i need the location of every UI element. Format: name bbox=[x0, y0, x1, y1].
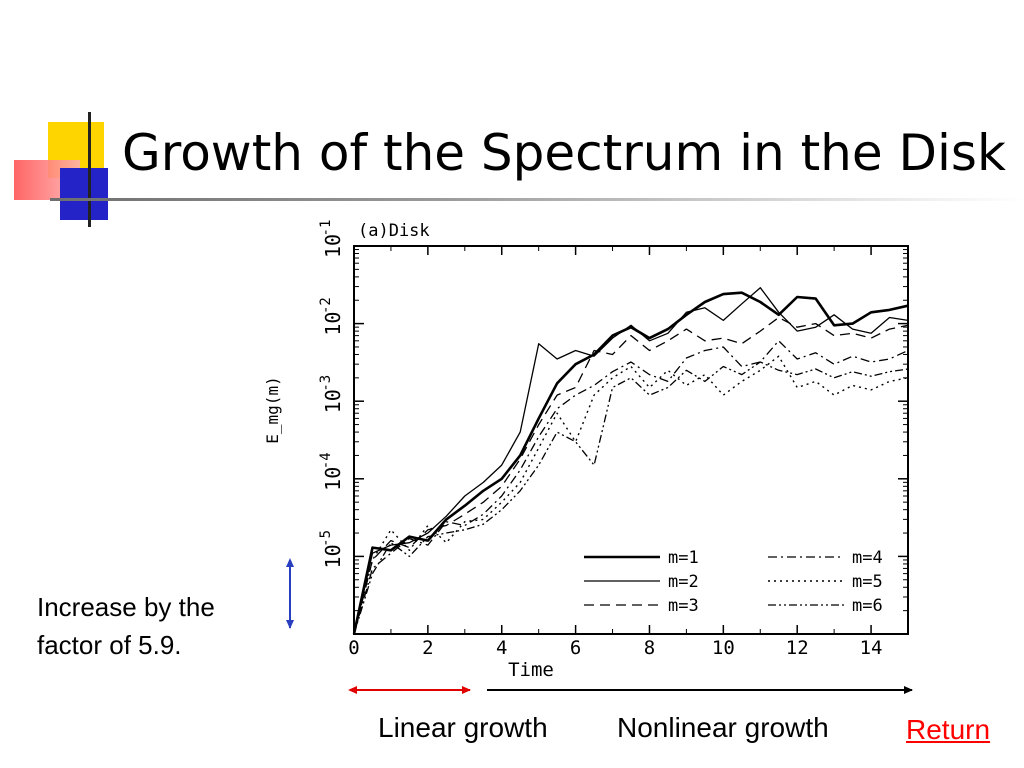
series-line-m=6 bbox=[353, 361, 909, 635]
y-tick-exp: -2 bbox=[318, 297, 334, 314]
x-tick-label: 4 bbox=[496, 637, 507, 659]
x-tick-label: 8 bbox=[644, 637, 655, 659]
x-tick-label: 0 bbox=[348, 637, 359, 659]
y-tick-base: 10 bbox=[321, 312, 345, 336]
decor-vertical-line bbox=[88, 112, 91, 227]
series-line-m=2 bbox=[353, 287, 909, 635]
chart-title: (a)Disk bbox=[358, 221, 430, 241]
nonlinear-growth-label: Nonlinear growth bbox=[617, 712, 829, 743]
series-line-m=4 bbox=[353, 340, 909, 635]
legend-label-m=5: m=5 bbox=[852, 572, 883, 592]
y-axis-label-text: E_mg(m) bbox=[263, 376, 282, 443]
y-tick-base: 10 bbox=[321, 544, 345, 568]
series-line-m=3 bbox=[353, 316, 909, 635]
y-tick-exp: -5 bbox=[318, 530, 334, 547]
x-tick-label: 2 bbox=[422, 637, 433, 659]
factor-note: Increase by the factor of 5.9. bbox=[37, 588, 215, 664]
y-tick-label: 10-5 bbox=[318, 530, 345, 568]
return-link[interactable]: Return bbox=[906, 714, 991, 745]
factor-note-line-1: Increase by the bbox=[37, 592, 215, 622]
x-tick-label: 14 bbox=[860, 637, 883, 659]
linear-growth-label: Linear growth bbox=[378, 712, 548, 743]
decor-blue-square bbox=[60, 168, 108, 220]
legend-label-m=4: m=4 bbox=[852, 548, 883, 568]
series-line-m=1 bbox=[352, 291, 909, 635]
y-tick-base: 10 bbox=[321, 234, 345, 258]
series-line-m=5 bbox=[353, 355, 909, 635]
y-tick-exp: -3 bbox=[318, 375, 334, 392]
y-tick-label: 10-4 bbox=[318, 452, 345, 490]
legend-label-m=1: m=1 bbox=[668, 548, 699, 568]
plot-frame bbox=[353, 245, 909, 635]
x-tick-label: 12 bbox=[786, 637, 809, 659]
y-tick-label: 10-2 bbox=[318, 297, 345, 335]
x-axis-label: Time bbox=[508, 659, 554, 681]
x-tick-label: 10 bbox=[712, 637, 735, 659]
legend-label-m=6: m=6 bbox=[852, 596, 883, 616]
y-tick-label: 10-3 bbox=[318, 375, 345, 413]
y-tick-exp: -4 bbox=[318, 452, 334, 469]
x-tick-label: 6 bbox=[570, 637, 581, 659]
y-axis-label: E_mg(m) bbox=[263, 376, 282, 443]
legend-label-m=3: m=3 bbox=[668, 596, 699, 616]
y-tick-exp: -1 bbox=[318, 220, 334, 237]
legend-label-m=2: m=2 bbox=[668, 572, 699, 592]
title-divider bbox=[50, 198, 1024, 201]
factor-note-line-2: factor of 5.9. bbox=[37, 630, 182, 660]
y-tick-base: 10 bbox=[321, 389, 345, 413]
y-tick-label: 10-1 bbox=[318, 220, 345, 258]
slide-title: Growth of the Spectrum in the Disk bbox=[122, 124, 1006, 182]
y-tick-base: 10 bbox=[321, 467, 345, 491]
